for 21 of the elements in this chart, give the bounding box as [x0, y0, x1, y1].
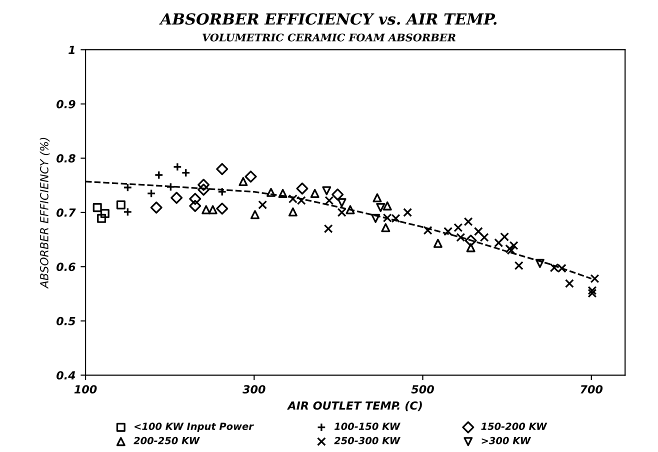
x-tick-label: 700 — [580, 385, 603, 394]
legend-label: 250-300 KW — [334, 436, 400, 444]
y-tick-label: 0.7 — [56, 208, 76, 217]
y-axis-title: ABSORBER EFFICIENCY (%) — [40, 138, 50, 289]
legend-label: >300 KW — [482, 436, 532, 444]
chart-subtitle: VOLUMETRIC CERAMIC FOAM ABSORBER — [202, 34, 456, 42]
y-tick-label: 0.6 — [56, 262, 76, 272]
y-tick-label: 0.5 — [56, 316, 76, 326]
y-tick-label: 0.9 — [56, 100, 76, 108]
y-tick-label: 1 — [68, 46, 75, 54]
legend-label: 100-150 KW — [334, 422, 400, 430]
chart-title: ABSORBER EFFICIENCY vs. AIR TEMP. — [159, 13, 497, 25]
y-tick-label: 0.4 — [56, 371, 76, 380]
x-axis-title: AIR OUTLET TEMP. (C) — [286, 401, 422, 412]
legend-label: 150-200 KW — [481, 422, 548, 430]
legend-label: <100 KW Input Power — [134, 422, 254, 432]
x-tick-label: 100 — [74, 385, 97, 394]
x-tick-label: 300 — [242, 385, 266, 394]
legend-label: 200-250 KW — [134, 436, 200, 444]
y-tick-label: 0.8 — [56, 154, 76, 163]
x-tick-label: 500 — [411, 385, 434, 394]
